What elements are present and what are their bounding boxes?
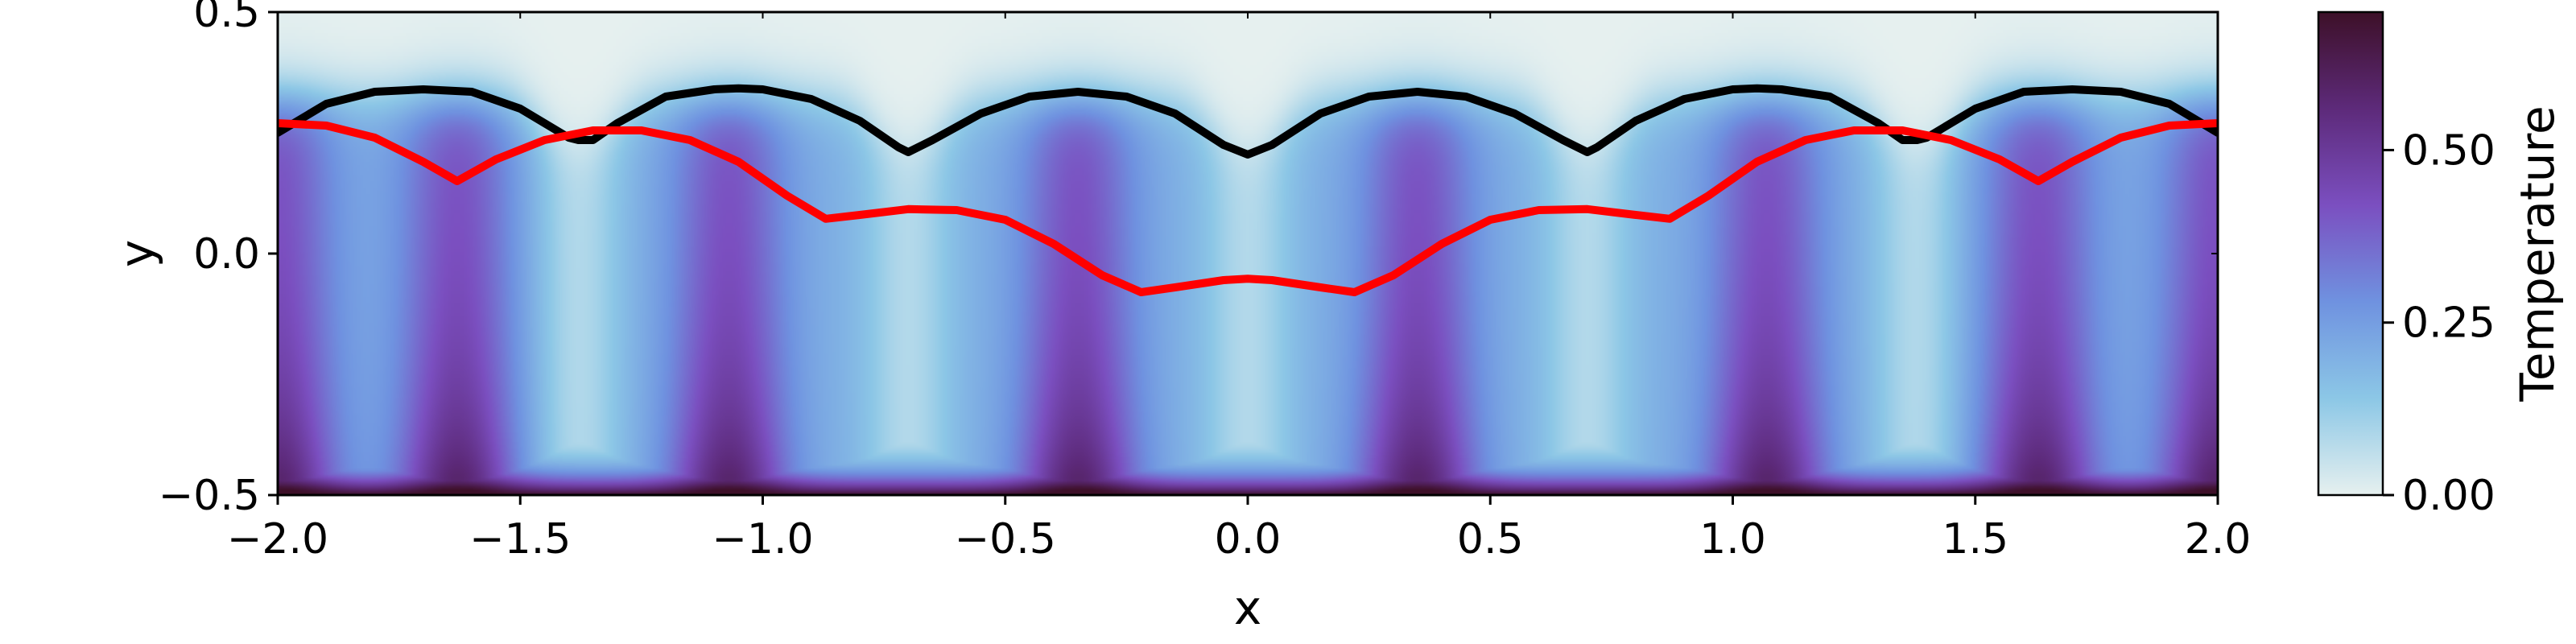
y-tick-label: 0.5	[193, 0, 260, 37]
x-tick-label: −1.5	[469, 515, 571, 564]
y-tick-label: −0.5	[159, 472, 260, 520]
x-tick-label: 1.5	[1942, 515, 2008, 564]
x-tick-label: −2.0	[227, 515, 328, 564]
colorbar-tick-label: 0.00	[2402, 472, 2496, 520]
curves	[278, 84, 2218, 296]
temperature-field-image	[278, 12, 2218, 495]
y-axis-ticks: −0.5 0.0 0.5	[159, 0, 2218, 520]
x-axis-ticks: −2.0 −1.5 −1.0 −0.5 0.0 0.5 1.0 1.5 2.0	[227, 12, 2251, 564]
x-tick-label: 2.0	[2185, 515, 2252, 564]
colorbar-ticks: 0.00 0.25 0.50	[2383, 126, 2496, 520]
temperature-field	[278, 12, 2218, 495]
colorbar-tick-label: 0.50	[2402, 126, 2496, 175]
x-tick-label: 1.0	[1699, 515, 1766, 564]
curve-red	[278, 119, 2218, 296]
colorbar: 0.00 0.25 0.50 Temperature	[2317, 10, 2565, 520]
x-tick-label: 0.5	[1457, 515, 1524, 564]
x-axis-label: x	[1234, 580, 1261, 635]
y-axis-label: y	[109, 240, 164, 267]
y-tick-label: 0.0	[193, 230, 260, 279]
colorbar-gradient	[2317, 10, 2384, 497]
colorbar-label: Temperature	[2510, 105, 2565, 402]
x-tick-label: −0.5	[955, 515, 1056, 564]
x-tick-label: 0.0	[1215, 515, 1282, 564]
x-tick-label: −1.0	[712, 515, 813, 564]
colorbar-tick-label: 0.25	[2402, 299, 2496, 348]
